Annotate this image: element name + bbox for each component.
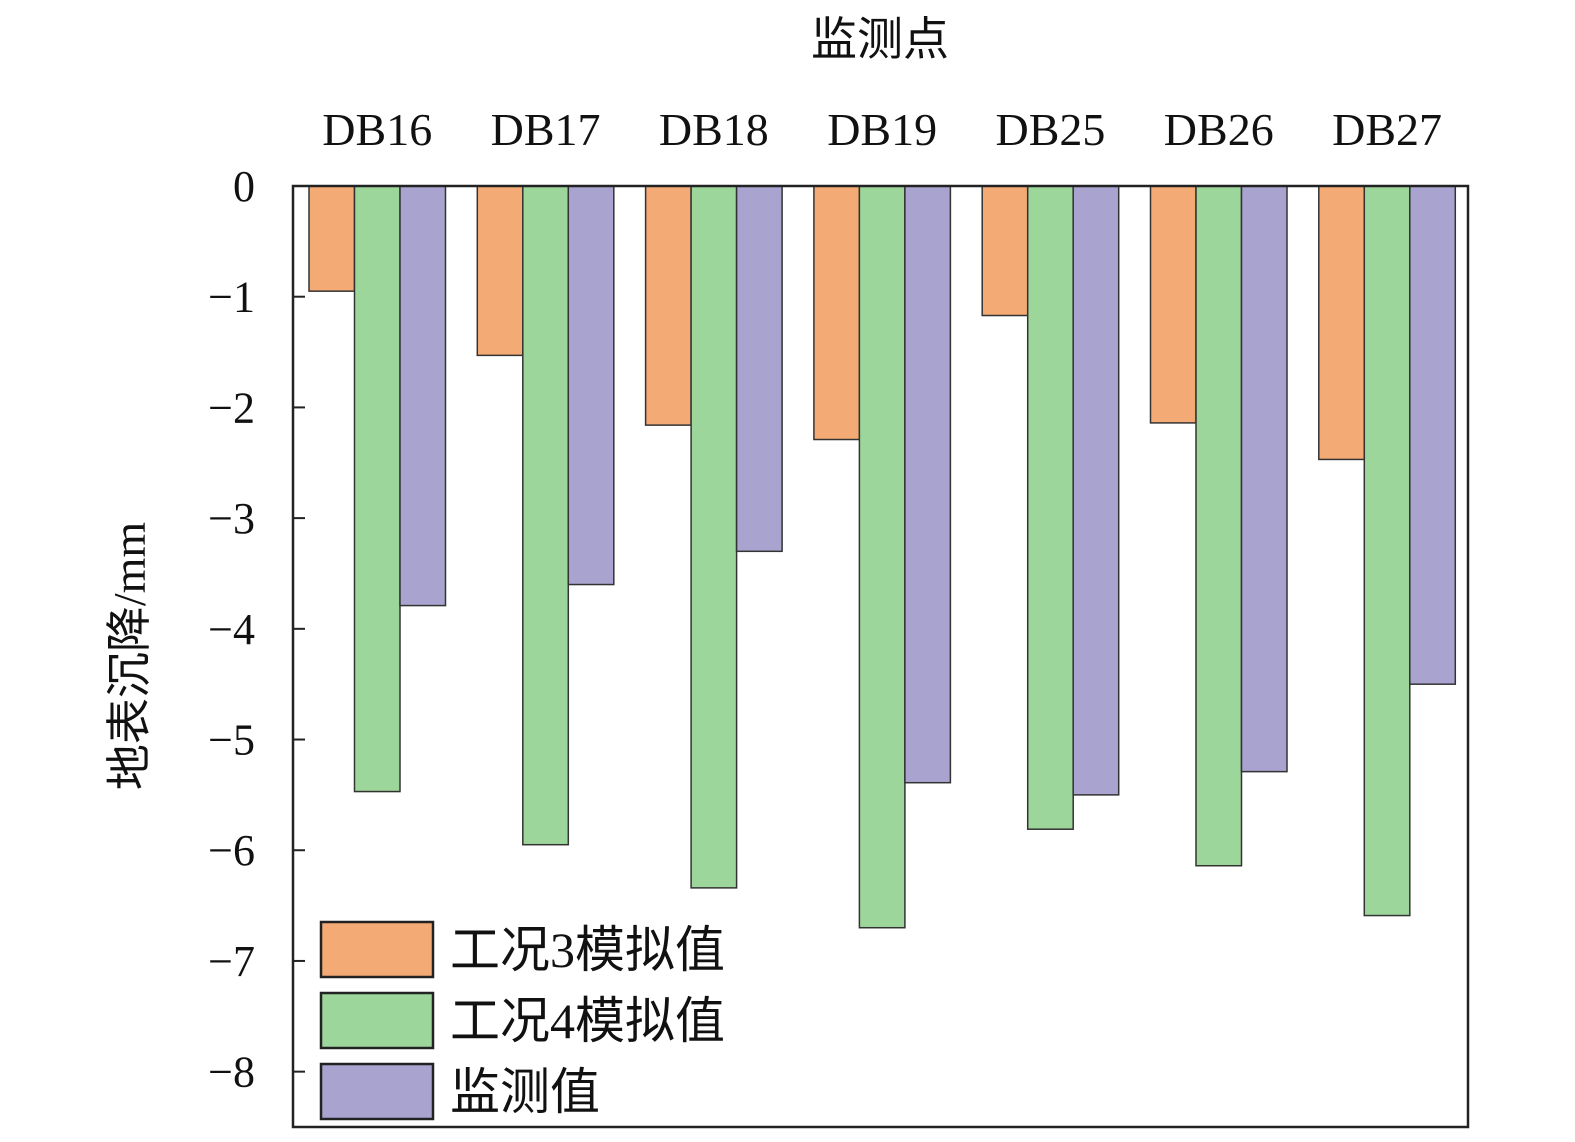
bar-DB18-series-1 [690,185,738,889]
bar-DB16-series-2 [399,185,447,607]
bar-DB19-series-0 [813,185,861,441]
bar-DB26-series-0 [1149,185,1197,424]
category-label: DB17 [491,104,601,155]
category-label: DB26 [1164,104,1274,155]
bar-DB16-series-0 [308,185,356,292]
y-tick-label: −8 [208,1048,255,1097]
bar-DB18-series-2 [735,185,783,553]
bar-DB27-series-2 [1409,185,1457,685]
bar-DB25-series-0 [981,185,1029,317]
y-tick-label: −2 [208,383,255,432]
bar-DB19-series-1 [858,185,906,929]
category-label: DB18 [659,104,769,155]
y-tick-label: −7 [208,937,255,986]
y-axis-title: 地表沉降/mm [104,522,155,791]
y-tick-label: −6 [208,826,255,875]
x-axis-title: 监测点 [811,14,949,65]
category-label: DB19 [827,104,937,155]
bar-DB17-series-1 [522,185,570,846]
bar-DB17-series-2 [567,185,615,586]
bar-DB26-series-2 [1240,185,1288,773]
bar-DB27-series-0 [1318,185,1366,461]
category-label: DB27 [1332,104,1442,155]
bar-DB16-series-1 [353,185,401,793]
bar-DB25-series-1 [1026,185,1074,830]
plot-frame [291,184,1470,1129]
bar-DB18-series-0 [644,185,692,426]
bar-DB26-series-1 [1195,185,1243,867]
bar-DB17-series-0 [476,185,524,357]
y-tick-label: −5 [208,716,255,765]
bar-DB27-series-1 [1363,185,1411,917]
y-tick-label: −1 [208,273,255,322]
bar-DB25-series-2 [1072,185,1120,796]
category-label: DB25 [995,104,1105,155]
category-label: DB16 [322,104,432,155]
y-tick-label: −3 [208,494,255,543]
legend-swatch [319,920,435,979]
y-tick-label: −4 [208,605,255,654]
legend-label: 监测值 [450,1064,600,1120]
y-tick-label: 0 [233,162,255,211]
bar-DB19-series-2 [904,185,952,784]
legend-label: 工况4模拟值 [450,993,725,1049]
legend-swatch [319,991,435,1050]
legend-swatch [319,1062,435,1121]
legend-label: 工况3模拟值 [450,922,725,978]
